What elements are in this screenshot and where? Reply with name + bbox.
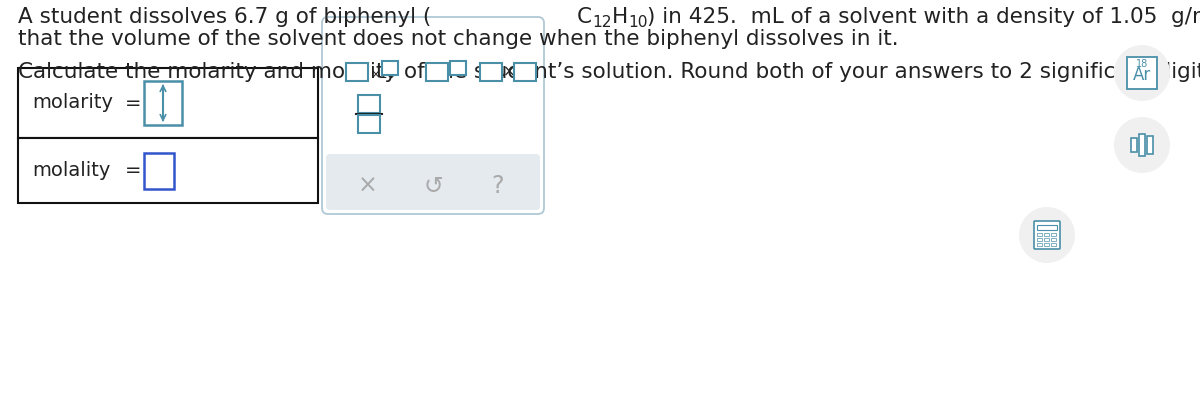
FancyBboxPatch shape: [326, 154, 540, 210]
Bar: [1139, 134, 1145, 156]
Bar: [1037, 237, 1042, 241]
Bar: [346, 63, 368, 81]
Bar: [426, 63, 448, 81]
Bar: [1051, 242, 1056, 246]
Text: ×: ×: [503, 64, 516, 79]
Text: molarity: molarity: [32, 94, 113, 112]
Bar: [144, 81, 182, 125]
Text: 10: 10: [628, 15, 648, 30]
Bar: [1037, 233, 1042, 236]
Circle shape: [1114, 117, 1170, 173]
Bar: [514, 63, 536, 81]
Bar: [358, 115, 380, 133]
Text: 18: 18: [1136, 59, 1148, 69]
Bar: [358, 95, 380, 113]
Text: ) in 425.  mL of a solvent with a density of 1.05  g/mL. The student notices: ) in 425. mL of a solvent with a density…: [648, 7, 1200, 27]
FancyBboxPatch shape: [322, 17, 544, 214]
Bar: [1127, 57, 1157, 89]
Bar: [18, 138, 318, 203]
Bar: [1147, 136, 1153, 154]
Text: Calculate the molarity and molality of the student’s solution. Round both of you: Calculate the molarity and molality of t…: [18, 62, 1200, 82]
Bar: [382, 61, 398, 75]
Circle shape: [1019, 207, 1075, 263]
FancyBboxPatch shape: [1034, 221, 1060, 249]
Text: A student dissolves 6.7 g of biphenyl (: A student dissolves 6.7 g of biphenyl (: [18, 7, 431, 27]
Text: Ar: Ar: [1133, 66, 1151, 84]
Text: ×: ×: [358, 174, 378, 198]
Circle shape: [1114, 45, 1170, 101]
Bar: [480, 63, 502, 81]
Text: molality: molality: [32, 161, 110, 180]
Text: ×10: ×10: [370, 68, 395, 81]
Text: ?: ?: [492, 174, 504, 198]
Bar: [1132, 138, 1138, 152]
Bar: [144, 152, 174, 189]
Bar: [1044, 237, 1049, 241]
Text: that the volume of the solvent does not change when the biphenyl dissolves in it: that the volume of the solvent does not …: [18, 29, 899, 49]
Bar: [1044, 242, 1049, 246]
Text: H: H: [612, 7, 628, 27]
Text: ↺: ↺: [424, 174, 443, 198]
Text: 12: 12: [593, 15, 612, 30]
Bar: [450, 61, 466, 75]
Bar: [1051, 233, 1056, 236]
Bar: [18, 68, 318, 138]
Bar: [1044, 233, 1049, 236]
Text: =: =: [125, 161, 142, 180]
Text: =: =: [125, 94, 142, 112]
Bar: [1051, 237, 1056, 241]
Bar: [1037, 225, 1057, 230]
Bar: [1037, 242, 1042, 246]
Text: C: C: [577, 7, 593, 27]
